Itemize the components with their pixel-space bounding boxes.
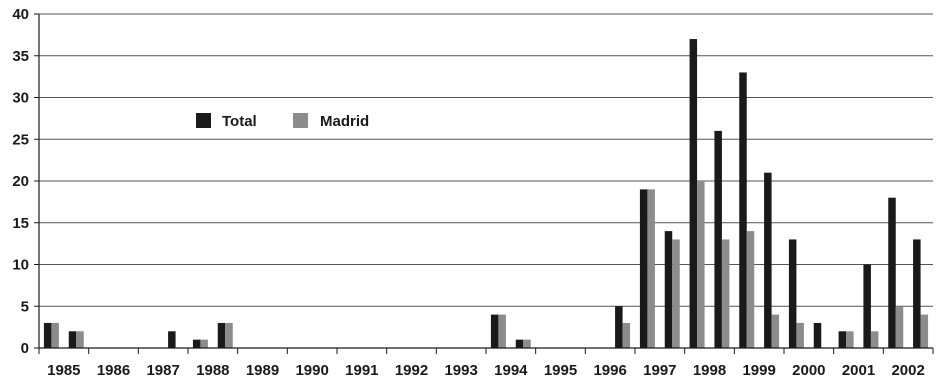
bar-total-1984-2 [43,322,52,348]
x-tick-label-1987: 1987 [146,362,179,379]
bar-total-1988-1 [217,322,226,348]
x-tick-label-1998: 1998 [693,362,726,379]
y-tick-label-15: 15 [12,215,29,232]
bar-total-1996-1 [615,306,623,348]
bar-total-1997-1 [664,231,673,348]
bar-total-1993-2 [490,314,499,348]
bar-madrid-1999-1 [771,314,780,348]
y-tick-label-10: 10 [12,257,29,274]
bar-total-1994-1 [515,339,524,348]
bar-total-2001-1 [863,264,871,348]
bar-madrid-2002-1 [920,314,929,348]
bar-total-1996-2 [639,189,648,348]
bar-madrid-2001-1 [870,331,879,348]
x-tick-label-1985: 1985 [47,362,80,379]
bar-madrid-1988-1 [225,322,233,348]
axes [34,13,934,354]
x-tick-label-1994: 1994 [494,362,528,379]
bar-total-1987-1 [168,331,176,348]
bar-total-2002-1 [913,239,921,348]
x-tick-label-1993: 1993 [444,362,477,379]
x-tick-label-1986: 1986 [97,362,130,379]
bar-total-2000-2 [838,331,847,348]
y-tick-label-0: 0 [21,340,29,357]
legend-label-madrid: Madrid [320,113,369,130]
x-tick-label-2001: 2001 [842,362,875,379]
bar-madrid-2000-2 [846,331,854,348]
x-tick-label-1995: 1995 [544,362,577,379]
legend-swatch-total [196,113,211,128]
x-tick-label-1991: 1991 [345,362,378,379]
bar-madrid-1997-2 [697,181,705,348]
bar-total-1998-1 [714,130,722,348]
bar-madrid-1993-2 [498,314,506,348]
bar-madrid-1996-2 [647,189,655,348]
bar-total-1987-2 [192,339,201,348]
bar-madrid-1985-1 [76,331,84,348]
legend-swatch-madrid [293,113,308,128]
x-tick-label-2002: 2002 [891,362,924,379]
y-tick-label-40: 40 [12,6,29,23]
gridlines [39,13,933,307]
x-tick-label-1989: 1989 [246,362,279,379]
bar-total-1985-1 [68,331,77,348]
bar-madrid-1996-1 [622,322,631,348]
bar-madrid-2001-2 [895,306,904,348]
x-tick-label-1990: 1990 [295,362,328,379]
x-tick-label-1999: 1999 [742,362,775,379]
legend-label-total: Total [222,113,257,130]
bar-total-1998-2 [739,72,747,348]
bar-total-2000-1 [813,322,822,348]
bars [43,39,929,349]
y-tick-label-20: 20 [12,173,29,190]
bar-madrid-1998-1 [721,239,730,348]
bar-madrid-1987-2 [200,339,208,348]
bar-madrid-1984-2 [51,322,59,348]
x-tick-label-2000: 2000 [792,362,825,379]
bar-total-1999-2 [788,239,797,348]
x-tick-label-1996: 1996 [593,362,626,379]
bar-madrid-1999-2 [796,322,804,348]
y-tick-label-30: 30 [12,90,29,107]
x-axis-tick-labels: 1985 1986 1987 1988 1989 1990 1991 1992 1993 1994… [47,362,925,379]
bar-total-2001-2 [888,197,896,348]
x-tick-label-1997: 1997 [643,362,676,379]
y-tick-label-35: 35 [12,48,29,65]
y-tick-label-5: 5 [21,298,29,315]
x-tick-label-1988: 1988 [196,362,229,379]
bar-total-1999-1 [764,172,772,348]
y-axis-tick-labels: 0 5 10 15 20 25 30 35 40 [12,6,29,357]
y-tick-label-25: 25 [12,131,29,148]
bar-total-1997-2 [689,39,698,349]
legend: Total Madrid [196,113,369,130]
bar-madrid-1997-1 [672,239,680,348]
bar-madrid-1994-1 [523,339,531,348]
bar-madrid-1998-2 [746,231,755,348]
x-tick-label-1992: 1992 [395,362,428,379]
